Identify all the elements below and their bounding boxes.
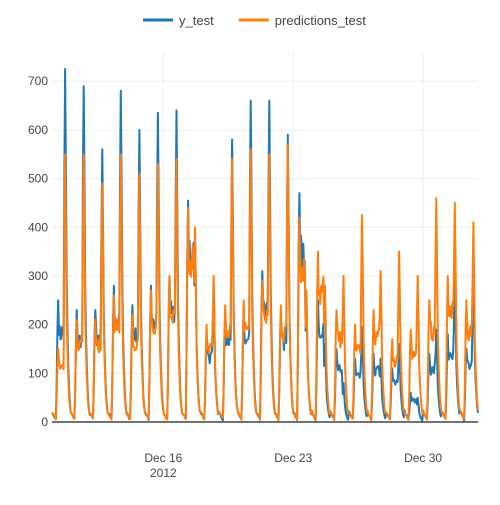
x-tick-label: Dec 23 [274, 451, 312, 465]
x-tick-sublabel: 2012 [150, 466, 177, 480]
x-tick-label: Dec 30 [404, 451, 442, 465]
y-tick-label: 100 [28, 366, 48, 380]
legend-label: predictions_test [275, 13, 366, 28]
y-tick-label: 0 [41, 415, 48, 429]
series-line-y_test [51, 68, 479, 422]
y-tick-label: 200 [28, 318, 48, 332]
y-tick-label: 300 [28, 269, 48, 283]
gridlines [52, 52, 478, 422]
legend-item-predictions_test[interactable]: predictions_test [238, 13, 366, 28]
series-line-predictions_test [51, 143, 479, 422]
y-tick-label: 700 [28, 74, 48, 88]
y-tick-label: 600 [28, 123, 48, 137]
x-tick-label: Dec 16 [144, 451, 182, 465]
legend-item-y_test[interactable]: y_test [143, 13, 214, 28]
legend[interactable]: y_test predictions_test [143, 13, 366, 28]
y-tick-label: 400 [28, 220, 48, 234]
y-tick-label: 500 [28, 172, 48, 186]
legend-label: y_test [179, 13, 214, 28]
series-lines [51, 68, 479, 422]
